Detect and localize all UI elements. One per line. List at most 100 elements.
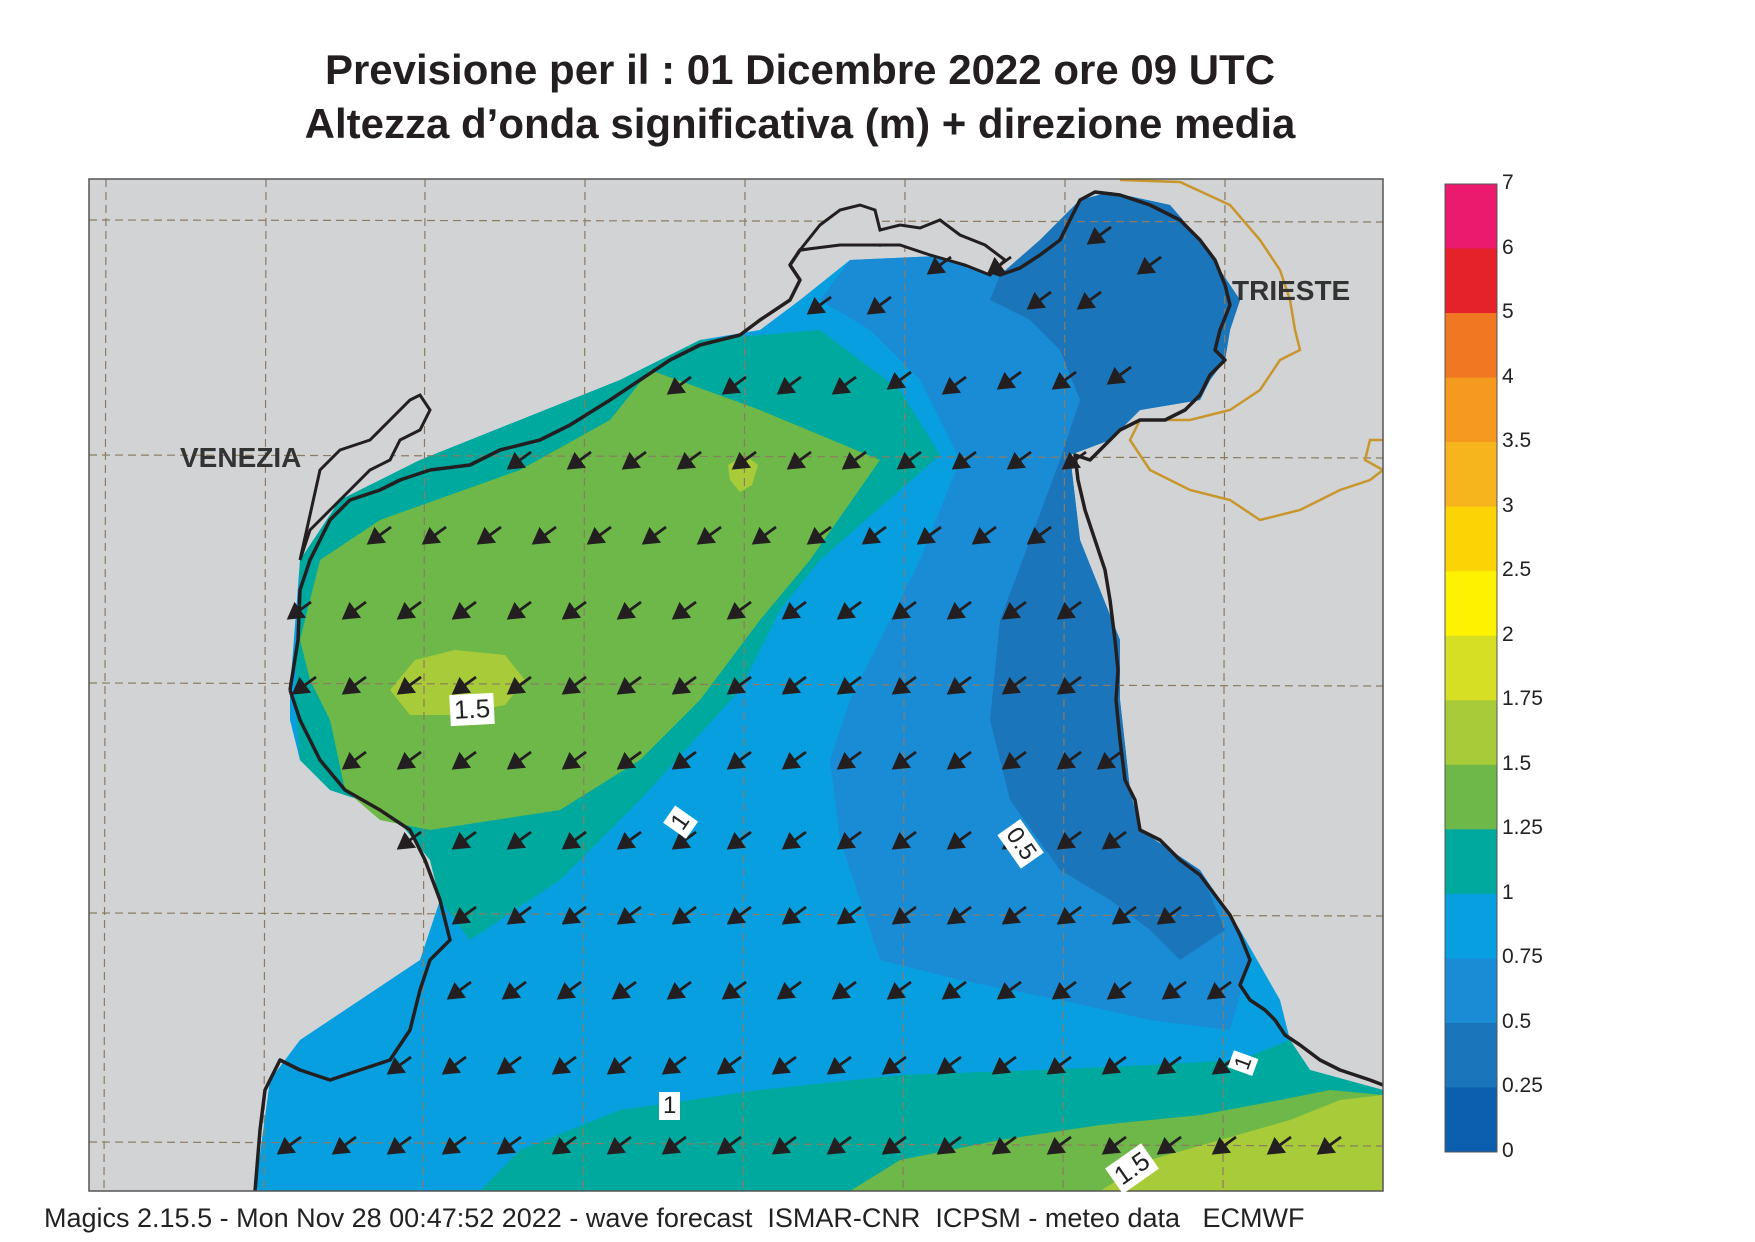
- wave-arrow: [561, 750, 587, 770]
- wave-arrow: [781, 830, 807, 850]
- wave-arrow: [561, 830, 587, 850]
- colorbar-tick-label: 5: [1502, 300, 1514, 324]
- wave-arrow: [441, 1135, 467, 1155]
- wave-arrow: [1106, 980, 1132, 1000]
- city-label-trieste: TRIESTE: [1232, 275, 1351, 306]
- colorbar-swatch: [1445, 700, 1497, 766]
- wave-arrow: [946, 675, 972, 695]
- wave-arrow: [561, 600, 587, 620]
- chart-title-line1: Previsione per il : 01 Dicembre 2022 ore…: [324, 46, 1276, 93]
- wave-arrow: [396, 750, 422, 770]
- wave-arrow: [506, 600, 532, 620]
- wave-arrow: [946, 600, 972, 620]
- wave-arrow: [1001, 750, 1027, 770]
- wave-arrow: [446, 980, 472, 1000]
- wave-arrow: [586, 525, 612, 545]
- colorbar-swatch: [1445, 442, 1497, 508]
- wave-arrow: [496, 1055, 522, 1075]
- wave-arrow: [1006, 450, 1032, 470]
- colorbar-tick-label: 1.25: [1502, 816, 1543, 840]
- wave-arrow: [716, 1135, 742, 1155]
- wave-arrow: [396, 675, 422, 695]
- wave-arrow: [396, 830, 422, 850]
- colorbar-tick-label: 0: [1502, 1139, 1514, 1162]
- coastline-west: [253, 689, 452, 1191]
- wave-arrow: [886, 980, 912, 1000]
- wave-arrow: [941, 375, 967, 395]
- wave-arrow: [891, 750, 917, 770]
- wave-arrow: [881, 1135, 907, 1155]
- wave-arrow: [671, 600, 697, 620]
- wave-arrow: [341, 600, 367, 620]
- wave-arrow: [551, 1135, 577, 1155]
- wave-arrow: [451, 905, 477, 925]
- wave-arrow: [1026, 525, 1052, 545]
- wave-arrow: [451, 600, 477, 620]
- wave-arrow: [1046, 1135, 1072, 1155]
- wave-arrow: [971, 525, 997, 545]
- colorbar-swatch: [1445, 313, 1497, 379]
- wave-arrow: [1161, 980, 1187, 1000]
- wave-arrow: [551, 1055, 577, 1075]
- wave-arrow: [616, 750, 642, 770]
- wave-arrow: [671, 905, 697, 925]
- wave-arrow: [476, 525, 502, 545]
- map-frame: [88, 178, 1384, 1192]
- colorbar-tick-label: 1.75: [1502, 687, 1543, 711]
- wave-arrow: [451, 830, 477, 850]
- wave-arrow: [1056, 830, 1082, 850]
- colorbar-swatch: [1445, 248, 1497, 314]
- wave-arrow: [661, 1135, 687, 1155]
- city-label-venezia: VENEZIA: [180, 442, 302, 473]
- wave-arrow: [501, 980, 527, 1000]
- colorbar-tick-label: 0.25: [1502, 1074, 1543, 1098]
- wave-arrow: [291, 675, 317, 695]
- wave-arrow: [836, 905, 862, 925]
- wave-arrow: [616, 830, 642, 850]
- colorbar-swatch: [1445, 1022, 1497, 1088]
- wave-arrow: [1206, 980, 1232, 1000]
- wave-arrow: [786, 450, 812, 470]
- wave-arrow: [781, 905, 807, 925]
- wave-arrow: [831, 375, 857, 395]
- wave-arrow: [561, 675, 587, 695]
- wave-arrow: [781, 750, 807, 770]
- coastline: [288, 190, 1383, 1087]
- wave-arrow: [506, 675, 532, 695]
- wave-arrow: [286, 600, 312, 620]
- wave-arrow: [836, 600, 862, 620]
- wave-arrow: [671, 750, 697, 770]
- wave-arrow: [696, 525, 722, 545]
- colorbar-tick-label: 6: [1502, 235, 1514, 259]
- wave-arrow: [941, 980, 967, 1000]
- wave-arrow: [831, 980, 857, 1000]
- wave-arrow: [611, 980, 637, 1000]
- wave-arrow: [1101, 1135, 1127, 1155]
- colorbar-tick-label: 1.5: [1502, 751, 1532, 775]
- wave-arrow: [926, 255, 952, 275]
- colorbar-swatch: [1445, 958, 1497, 1024]
- wave-arrow: [916, 525, 942, 545]
- wave-arrow: [1106, 365, 1132, 385]
- wave-arrow: [556, 980, 582, 1000]
- national-border: [1119, 179, 1383, 522]
- lagoon-grado: [796, 203, 1008, 277]
- wave-arrow: [1056, 600, 1082, 620]
- wave-arrow: [1001, 905, 1027, 925]
- wave-arrow: [1051, 370, 1077, 390]
- wave-arrow: [1156, 1055, 1182, 1075]
- wave-arrow: [886, 370, 912, 390]
- wave-arrow: [866, 295, 892, 315]
- wave-arrow: [1086, 225, 1112, 245]
- wave-arrow: [366, 525, 392, 545]
- colorbar-tick-label: 7: [1502, 171, 1514, 194]
- wave-direction-arrows: [276, 225, 1342, 1155]
- colorbar-tick-label: 2: [1502, 622, 1514, 646]
- wave-arrow: [1096, 750, 1122, 770]
- wave-arrow: [891, 830, 917, 850]
- wave-arrow: [841, 450, 867, 470]
- colorbar-tick-label: 4: [1502, 364, 1514, 388]
- wave-arrow: [996, 980, 1022, 1000]
- wave-arrow: [721, 375, 747, 395]
